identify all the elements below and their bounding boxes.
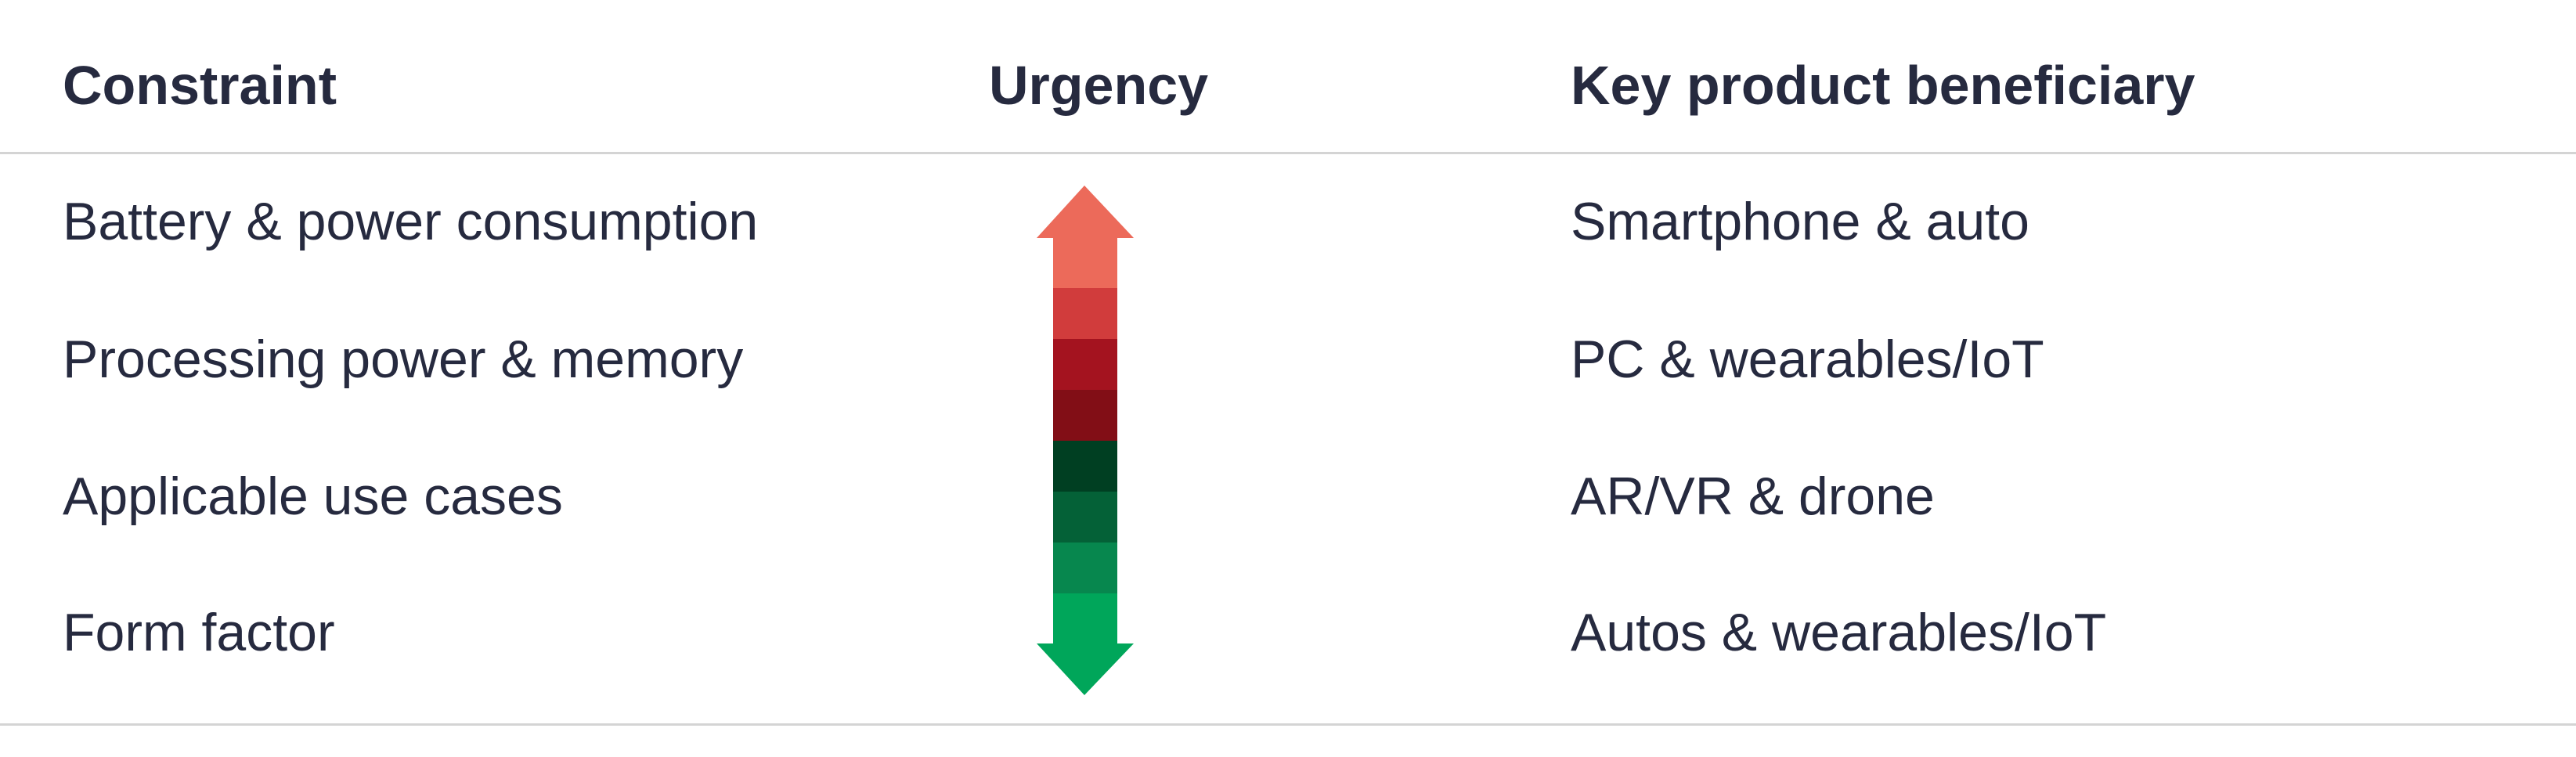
beneficiary: PC & wearables/IoT [1571,330,2044,389]
arrow-segment [1053,237,1117,289]
constraint: Processing power & memory [63,330,744,389]
arrow-segment [1053,441,1117,492]
constraint: Applicable use cases [63,467,563,526]
arrow-head-up [1037,186,1134,238]
beneficiary: Autos & wearables/IoT [1571,603,2107,662]
arrow-segment [1053,593,1117,644]
header-cell: Constraint [63,55,337,116]
header-rule [0,152,2576,154]
bottom-rule [0,723,2576,726]
header-cell: Urgency [989,55,1209,116]
header-cell: Key product beneficiary [1571,55,2195,116]
beneficiary: Smartphone & auto [1571,192,2029,251]
constraint: Form factor [63,603,335,662]
arrow-segment [1053,339,1117,391]
arrow-segment [1053,390,1117,442]
arrow-segment [1053,492,1117,543]
arrow-head-down [1037,643,1134,695]
arrow-segment [1053,288,1117,340]
beneficiary: AR/VR & drone [1571,467,1935,526]
constraint: Battery & power consumption [63,192,759,251]
arrow-segment [1053,543,1117,594]
